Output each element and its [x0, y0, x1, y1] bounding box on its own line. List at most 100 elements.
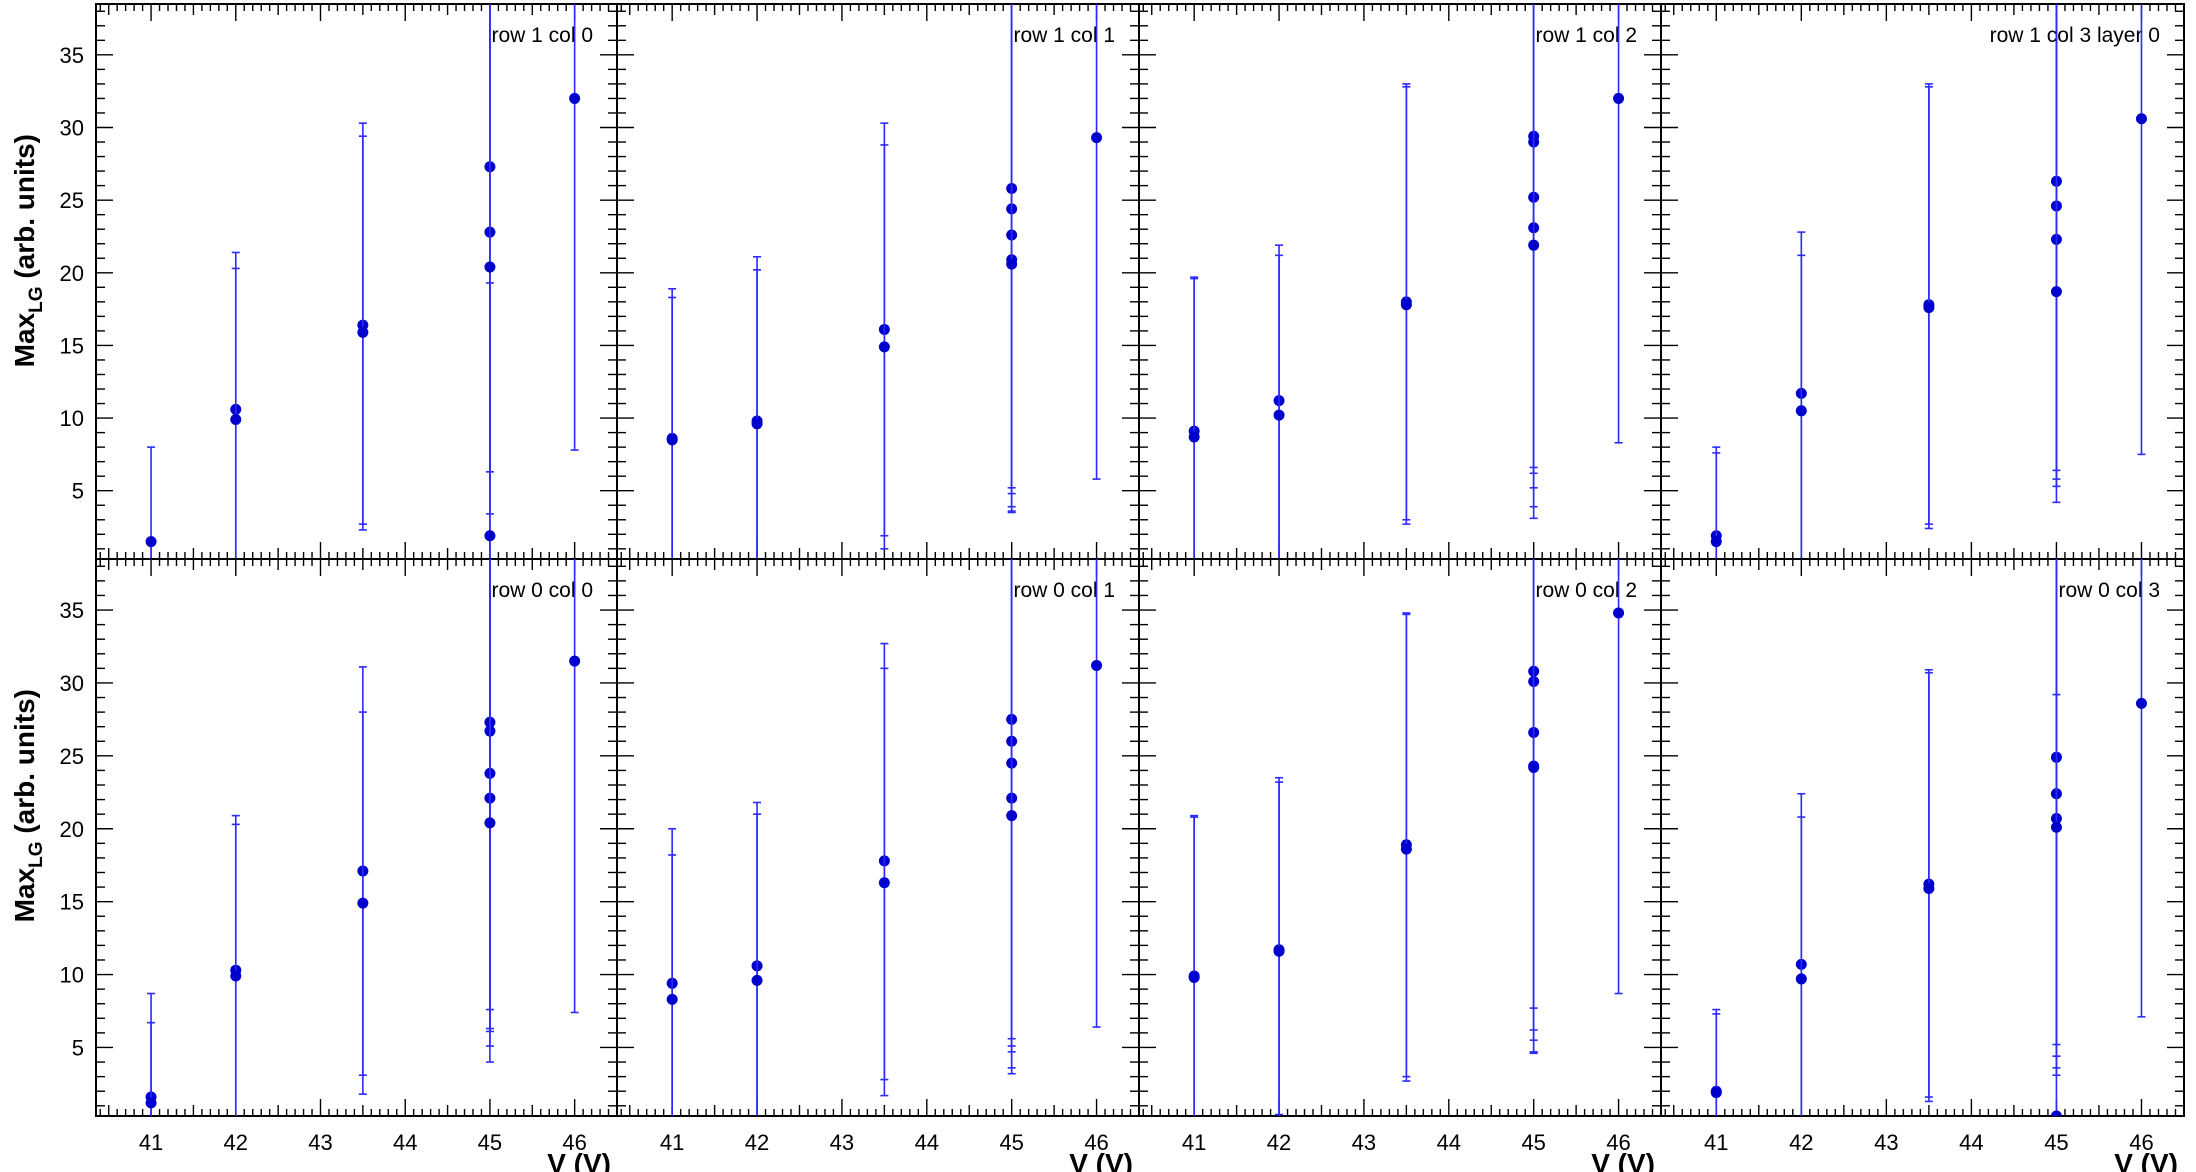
panel-label: row 1 col 1 — [1013, 24, 1115, 47]
data-point — [1795, 405, 1807, 417]
x-tick-label: 45 — [999, 1130, 1023, 1155]
x-tick-label: 44 — [915, 1130, 939, 1155]
x-tick-label: 43 — [308, 1130, 332, 1155]
data-point — [1006, 810, 1018, 822]
x-tick-label: 41 — [1704, 1130, 1728, 1155]
data-point — [1273, 409, 1285, 421]
panel-label: row 0 col 0 — [491, 579, 593, 602]
data-point — [1923, 883, 1935, 895]
y-tick-label: 30 — [60, 115, 84, 140]
data-point — [666, 993, 678, 1005]
data-point — [484, 530, 496, 542]
data-point — [2050, 286, 2062, 298]
data-point — [1528, 762, 1540, 774]
x-tick-label: 46 — [2129, 1130, 2153, 1155]
panel-frame — [95, 558, 618, 1117]
data-point — [2050, 821, 2062, 833]
y-tick-label: 25 — [60, 744, 84, 769]
panel-1-0: 5 10 15 20 25 30 35 41 42 43 44 45 46V (V) row 0 col … — [60, 558, 618, 1172]
y-tick-label: 5 — [72, 1035, 84, 1060]
x-tick-label: 43 — [830, 1130, 854, 1155]
data-point — [2135, 113, 2147, 125]
data-point — [751, 974, 763, 986]
y-tick-label: 10 — [60, 406, 84, 431]
data-point — [230, 970, 242, 982]
y-tick-label: 15 — [60, 333, 84, 358]
x-axis-title: V (V) — [1591, 1148, 1655, 1172]
y-axis-title-main: Max — [9, 312, 40, 367]
panel-1-1: 41 42 43 44 45 46V (V) row 0 col 1 — [616, 558, 1140, 1172]
data-point — [145, 536, 157, 548]
panel-frame — [95, 3, 618, 560]
panel-label: row 1 col 3 layer 0 — [1990, 24, 2160, 47]
x-tick-label: 42 — [1789, 1130, 1813, 1155]
y-tick-label: 20 — [60, 817, 84, 842]
x-tick-label: 42 — [224, 1130, 248, 1155]
y-axis-title-main: Max — [9, 867, 40, 922]
panel-data — [1188, 559, 1625, 1116]
data-point — [484, 817, 496, 829]
y-axis-title-subscript: LG — [26, 841, 47, 867]
data-point — [1273, 945, 1285, 957]
panel-1-3: 41 42 43 44 45 46V (V) row 0 col 3 — [1660, 558, 2185, 1172]
x-tick-label: 45 — [478, 1130, 502, 1155]
data-point — [1188, 971, 1200, 983]
y-axis-title-units: (arb. units) — [9, 134, 40, 286]
data-point — [1400, 843, 1412, 855]
data-point — [1613, 607, 1625, 619]
x-tick-label: 43 — [1874, 1130, 1898, 1155]
panel-0-0: 5 10 15 20 25 30 35 row 1 col 0 — [60, 3, 618, 560]
panel-data — [1710, 4, 2147, 559]
data-point — [569, 92, 581, 104]
panel-frame — [616, 3, 1140, 560]
data-point — [751, 418, 763, 430]
data-point — [1006, 258, 1018, 270]
panel-frame — [1138, 558, 1662, 1117]
data-point — [569, 655, 581, 667]
data-point — [357, 897, 369, 909]
y-tick-label: 35 — [60, 43, 84, 68]
data-point — [666, 434, 678, 446]
panel-data — [666, 4, 1103, 559]
data-point — [230, 414, 242, 426]
y-tick-label: 35 — [60, 598, 84, 623]
panel-frame — [1660, 558, 2185, 1117]
data-point — [1923, 302, 1935, 314]
data-point — [878, 341, 890, 353]
panel-0-2: row 1 col 2 — [1138, 3, 1662, 560]
panel-0-3: row 1 col 3 layer 0 — [1660, 3, 2185, 560]
panel-data — [145, 4, 581, 559]
y-axis-title-subscript: LG — [26, 286, 47, 312]
data-point — [1710, 536, 1722, 548]
x-tick-label: 42 — [1267, 1130, 1291, 1155]
x-tick-label: 46 — [562, 1130, 586, 1155]
y-axis-title: MaxLG (arb. units) — [9, 134, 47, 367]
y-tick-label: 25 — [60, 188, 84, 213]
data-point — [1091, 659, 1103, 671]
data-point — [1091, 132, 1103, 144]
x-tick-label: 45 — [2044, 1130, 2068, 1155]
x-tick-label: 41 — [1182, 1130, 1206, 1155]
y-tick-label: 30 — [60, 671, 84, 696]
panel-data — [1710, 559, 2147, 1116]
panel-frame — [1660, 3, 2185, 560]
panel-frame — [616, 558, 1140, 1117]
data-point — [2135, 697, 2147, 709]
x-tick-label: 46 — [1084, 1130, 1108, 1155]
y-axis-title: MaxLG (arb. units) — [9, 689, 47, 922]
panel-label: row 1 col 2 — [1535, 24, 1637, 47]
panel-label: row 0 col 1 — [1013, 579, 1115, 602]
data-point — [484, 261, 496, 273]
panel-1-2: 41 42 43 44 45 46V (V) row 0 col 2 — [1138, 558, 1662, 1172]
panel-data — [145, 559, 581, 1116]
data-point — [2050, 1110, 2062, 1116]
x-axis-title: V (V) — [547, 1148, 611, 1172]
x-tick-label: 44 — [1959, 1130, 1983, 1155]
data-point — [1528, 239, 1540, 251]
y-axis-title-units: (arb. units) — [9, 689, 40, 841]
y-tick-label: 15 — [60, 890, 84, 915]
data-point — [1710, 1087, 1722, 1099]
x-axis-title: V (V) — [1069, 1148, 1133, 1172]
panel-label: row 1 col 0 — [491, 24, 593, 47]
